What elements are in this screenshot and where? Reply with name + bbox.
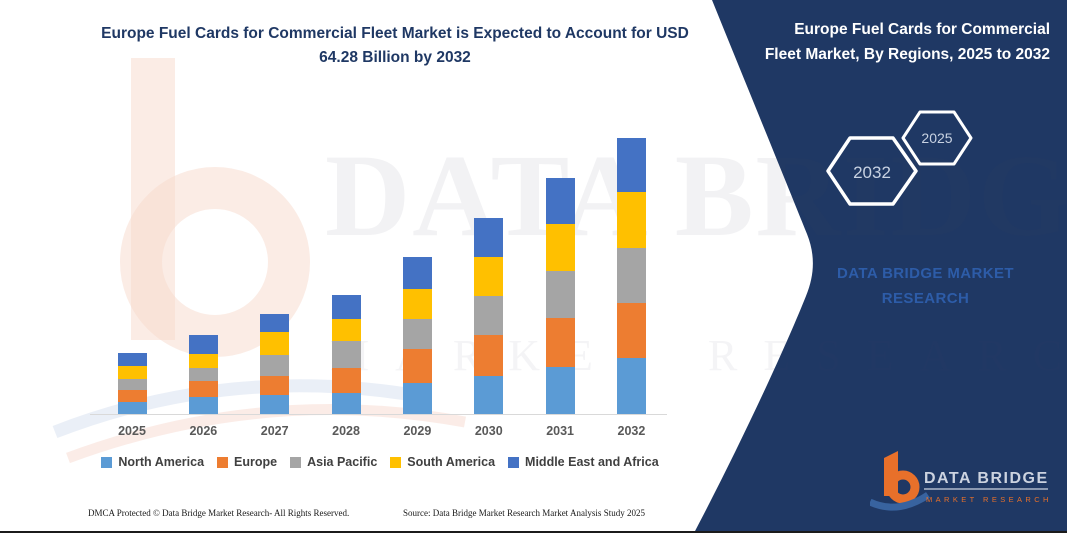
bar-2028 [331, 294, 361, 414]
x-axis-label-2027: 2027 [260, 424, 289, 438]
bar-segment-2031-south-america [545, 224, 575, 272]
bar-2032 [616, 137, 646, 414]
bar-segment-2031-north-america [545, 366, 575, 414]
bar-segment-2030-europe [474, 334, 504, 376]
hexagon-2032 [826, 136, 918, 206]
bar-segment-2030-north-america [474, 375, 504, 414]
bar-2026 [188, 335, 218, 414]
stacked-bar-chart [90, 105, 675, 415]
bar-segment-2029-europe [402, 349, 432, 383]
chart-legend: North America Europe Asia Pacific South Ame… [80, 455, 680, 469]
chart-title: Europe Fuel Cards for Commercial Fleet M… [101, 25, 689, 67]
bar-segment-2030-south-america [474, 257, 504, 296]
bar-segment-2029-south-america [402, 288, 432, 320]
x-axis-label-2029: 2029 [403, 424, 432, 438]
legend-swatch [390, 456, 402, 468]
bar-segment-2032-asia-pacific [616, 247, 646, 303]
x-axis-line [90, 414, 667, 415]
bar-segment-2026-north-america [188, 397, 218, 414]
bar-segment-2028-middle-east-and-africa [331, 294, 361, 319]
logo-b-bowl [886, 470, 920, 504]
bar-segment-2030-middle-east-and-africa [474, 218, 504, 258]
bar-segment-2026-asia-pacific [188, 368, 218, 382]
legend-swatch [508, 456, 520, 468]
year-hexagons: 2032 2025 [826, 110, 973, 206]
bar-segment-2030-asia-pacific [474, 295, 504, 335]
bar-segment-2028-north-america [331, 392, 361, 414]
bar-2027 [260, 313, 290, 414]
legend-item-asia-pacific: Asia Pacific [290, 455, 377, 469]
bar-segment-2025-asia-pacific [117, 378, 147, 390]
bar-segment-2027-middle-east-and-africa [260, 313, 290, 333]
bar-segment-2027-europe [260, 375, 290, 395]
bar-segment-2025-middle-east-and-africa [117, 353, 147, 367]
data-bridge-logo: DATA BRIDGE MARKET RESEARCH [870, 451, 1052, 511]
x-axis-label-2030: 2030 [474, 424, 503, 438]
hexagon-2025-label: 2025 [921, 130, 952, 146]
bar-2031 [545, 177, 575, 414]
bar-2025 [117, 353, 147, 414]
x-axis-label-2032: 2032 [617, 424, 646, 438]
bar-segment-2032-middle-east-and-africa [616, 137, 646, 192]
panel-heading: Europe Fuel Cards for Commercial Fleet M… [764, 21, 1050, 63]
legend-label: South America [407, 455, 496, 469]
legend-label: Asia Pacific [307, 455, 378, 469]
bar-segment-2032-north-america [616, 358, 646, 414]
bar-segment-2032-europe [616, 302, 646, 359]
legend-item-north-america: North America [101, 455, 204, 469]
bar-segment-2026-south-america [188, 353, 218, 369]
bar-2030 [474, 218, 504, 414]
navy-panel-shape [694, 0, 1067, 533]
x-axis-label-2026: 2026 [189, 424, 218, 438]
legend-item-europe: Europe [217, 455, 277, 469]
bar-segment-2025-north-america [117, 402, 147, 414]
legend-item-middle-east-and-africa: Middle East and Africa [508, 455, 659, 469]
bar-segment-2025-south-america [117, 366, 147, 379]
bar-segment-2029-middle-east-and-africa [402, 256, 432, 289]
logo-title-text: DATA BRIDGE [924, 470, 1049, 487]
bottom-border-line [0, 531, 1067, 533]
x-axis-label-2028: 2028 [332, 424, 360, 438]
logo-subtitle-text: MARKET RESEARCH [926, 495, 1052, 504]
bar-segment-2031-europe [545, 318, 575, 367]
bar-segment-2027-south-america [260, 332, 290, 355]
legend-swatch [290, 456, 302, 468]
bar-2029 [402, 256, 432, 414]
bar-segment-2029-north-america [402, 382, 432, 414]
bar-segment-2028-south-america [331, 318, 361, 342]
source-footer-text: Source: Data Bridge Market Research Mark… [403, 508, 645, 518]
hexagon-2025 [901, 110, 973, 166]
bar-segment-2031-asia-pacific [545, 271, 575, 319]
bar-segment-2028-europe [331, 368, 361, 393]
x-axis-label-2025: 2025 [118, 424, 146, 438]
x-axis-labels: 2025 2026 2027 2028 2029 2030 2031 2032 [90, 424, 675, 442]
bar-segment-2026-europe [188, 381, 218, 398]
legend-label: North America [118, 455, 205, 469]
bar-segment-2028-asia-pacific [331, 341, 361, 368]
legend-label: Europe [234, 455, 278, 469]
dmca-footer-text: DMCA Protected © Data Bridge Market Rese… [88, 508, 350, 518]
legend-swatch [217, 456, 229, 468]
bar-segment-2027-asia-pacific [260, 354, 290, 376]
bar-segment-2026-middle-east-and-africa [188, 335, 218, 354]
bar-segment-2031-middle-east-and-africa [545, 177, 575, 225]
bar-segment-2027-north-america [260, 394, 290, 414]
bar-segment-2029-asia-pacific [402, 319, 432, 350]
legend-swatch [101, 456, 113, 468]
legend-item-south-america: South America [390, 455, 495, 469]
bar-segment-2025-europe [117, 389, 147, 403]
bar-segment-2032-south-america [616, 191, 646, 248]
hexagon-2032-label: 2032 [853, 163, 891, 182]
legend-label: Middle East and Africa [525, 455, 659, 469]
logo-swoosh [870, 492, 930, 511]
brand-wordmark-text: DATA BRIDGE MARKET RESEARCH [837, 265, 1014, 307]
x-axis-label-2031: 2031 [546, 424, 574, 438]
